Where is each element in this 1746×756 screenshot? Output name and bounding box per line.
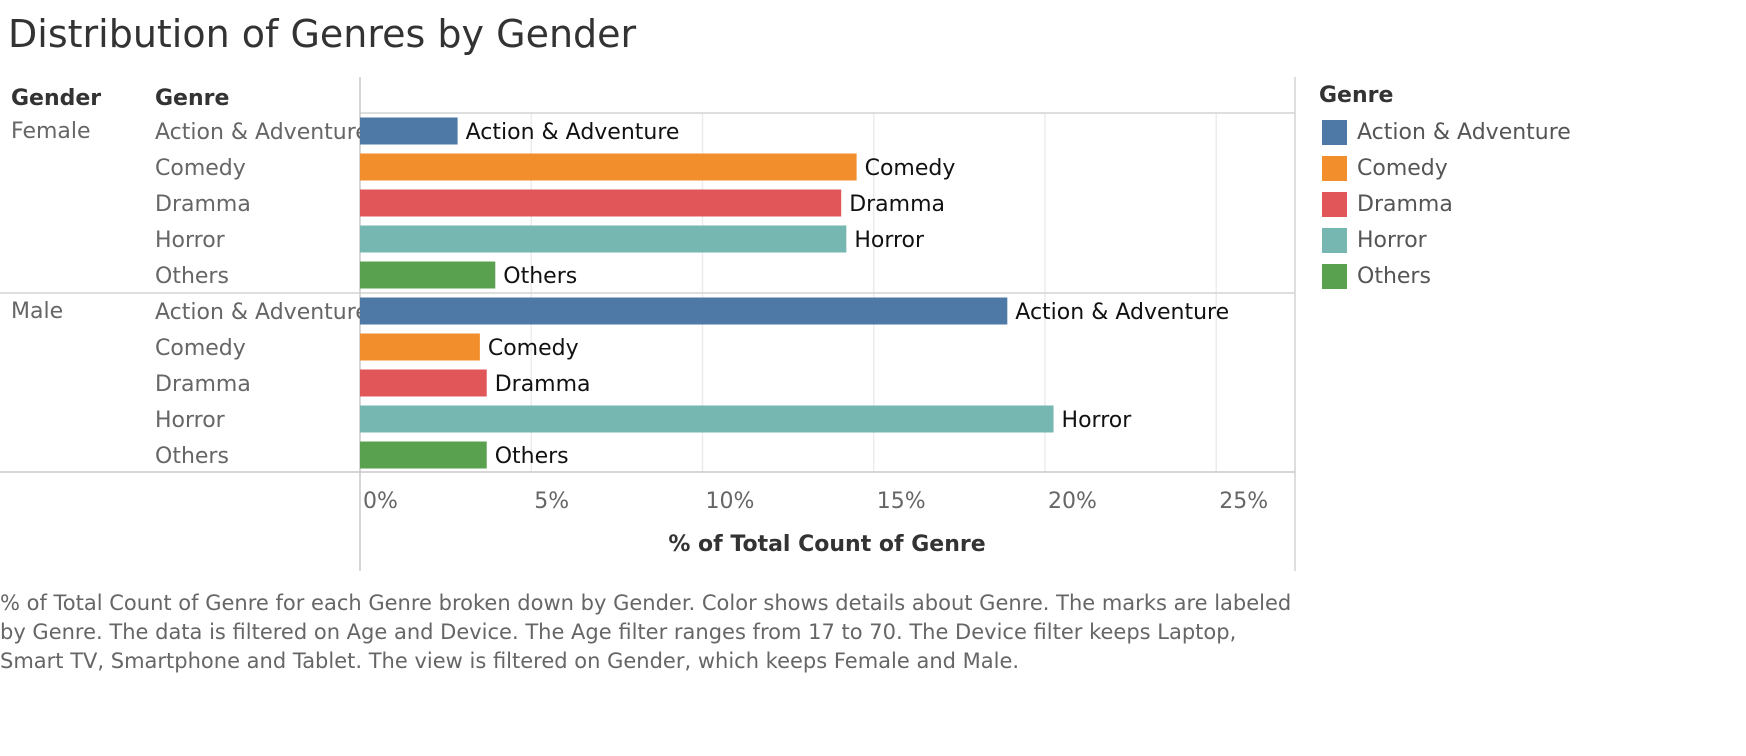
category-label: Horror <box>155 408 226 433</box>
legend-swatch <box>1322 119 1347 145</box>
legend-item[interactable]: Comedy <box>1319 150 1571 186</box>
x-axis-title: % of Total Count of Genre <box>668 532 985 557</box>
legend-title: Genre <box>1319 83 1394 108</box>
legend-label: Others <box>1357 263 1431 289</box>
legend-item[interactable]: Dramma <box>1319 186 1571 222</box>
bar-label: Action & Adventure <box>1015 300 1229 325</box>
bar-label: Horror <box>1062 408 1133 433</box>
row-header-gender: Gender <box>11 86 101 111</box>
legend-item[interactable]: Others <box>1319 258 1571 294</box>
legend-swatch <box>1322 155 1347 181</box>
legend-label: Dramma <box>1357 191 1453 217</box>
bar[interactable] <box>360 153 857 181</box>
legend-item[interactable]: Action & Adventure <box>1319 114 1571 150</box>
bar-label: Dramma <box>495 372 591 397</box>
bar[interactable] <box>360 225 847 253</box>
legend-label: Action & Adventure <box>1357 119 1571 145</box>
legend-label: Comedy <box>1357 155 1448 181</box>
category-label: Action & Adventure <box>155 300 369 325</box>
x-tick-label: 25% <box>1219 489 1268 514</box>
x-tick-label: 10% <box>705 489 754 514</box>
category-label: Horror <box>155 228 226 253</box>
legend-swatch <box>1322 191 1347 217</box>
x-axis-ticks: 0% 5% 10% 15% 20% 25% <box>363 489 1268 514</box>
bar[interactable] <box>360 441 487 469</box>
bar-label: Others <box>503 264 577 289</box>
category-label: Dramma <box>155 192 251 217</box>
category-label: Others <box>155 264 229 289</box>
bar-chart: Gender Genre Female Action & Adventure Act… <box>0 77 1296 571</box>
group-label: Female <box>11 119 91 144</box>
bar[interactable] <box>360 117 458 145</box>
category-label: Comedy <box>155 336 246 361</box>
x-tick-label: 15% <box>877 489 926 514</box>
bar-label: Horror <box>854 228 925 253</box>
chart-caption: % of Total Count of Genre for each Genre… <box>0 591 1292 673</box>
legend-swatch <box>1322 227 1347 253</box>
bar[interactable] <box>360 369 487 397</box>
x-tick-label: 20% <box>1048 489 1097 514</box>
bar-label: Comedy <box>865 156 956 181</box>
chart-frame <box>0 77 1296 571</box>
category-label: Others <box>155 444 229 469</box>
bar[interactable] <box>360 189 842 217</box>
bar-label: Comedy <box>488 336 579 361</box>
bar[interactable] <box>360 297 1008 325</box>
category-label: Dramma <box>155 372 251 397</box>
bar[interactable] <box>360 333 480 361</box>
bar-label: Action & Adventure <box>466 120 680 145</box>
legend-item[interactable]: Horror <box>1319 222 1571 258</box>
bar-label: Others <box>495 444 569 469</box>
legend-items: Action & Adventure Comedy Dramma Horror Othe… <box>1319 114 1571 294</box>
chart-title: Distribution of Genres by Gender <box>8 12 637 56</box>
legend: Genre Action & Adventure Comedy Dramma Horr… <box>1319 84 1571 294</box>
x-tick-label: 5% <box>534 489 569 514</box>
category-label: Action & Adventure <box>155 120 369 145</box>
group-label: Male <box>11 299 63 324</box>
legend-label: Horror <box>1357 227 1427 253</box>
x-tick-label: 0% <box>363 489 398 514</box>
category-label: Comedy <box>155 156 246 181</box>
bar[interactable] <box>360 405 1054 433</box>
legend-swatch <box>1322 263 1347 289</box>
row-header-genre: Genre <box>155 86 229 111</box>
rows: Female Action & Adventure Action & Adventu… <box>11 117 1229 469</box>
bar[interactable] <box>360 261 496 289</box>
bar-label: Dramma <box>849 192 945 217</box>
